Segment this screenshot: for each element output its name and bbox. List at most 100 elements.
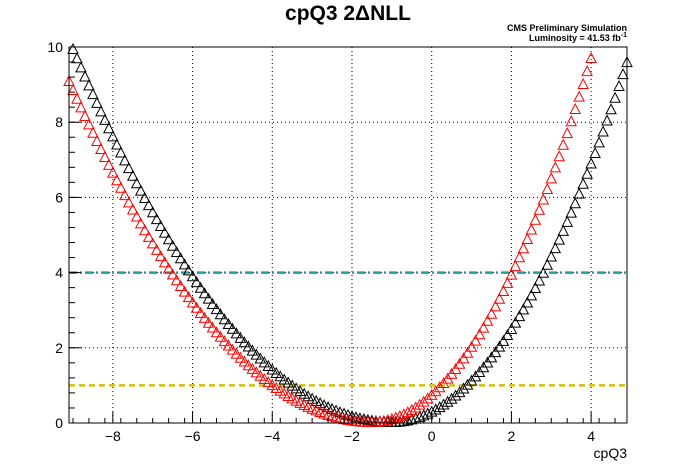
data-point — [75, 61, 87, 73]
data-point — [71, 52, 83, 64]
data-point — [150, 213, 163, 225]
data-point — [437, 398, 450, 410]
data-point — [246, 362, 259, 374]
data-point — [238, 336, 251, 348]
y-tick-label: 2 — [55, 340, 63, 356]
data-point — [497, 334, 510, 346]
data-point — [111, 138, 123, 150]
data-point — [258, 356, 271, 368]
data-point — [126, 169, 139, 181]
data-point — [577, 177, 589, 189]
data-point — [83, 79, 95, 91]
data-point — [158, 226, 171, 238]
x-tick-label: 2 — [508, 428, 516, 444]
data-point — [565, 115, 578, 127]
data-point — [405, 403, 418, 415]
data-point — [597, 125, 609, 137]
data-point — [99, 113, 111, 125]
data-point — [226, 322, 239, 334]
data-point — [573, 90, 585, 102]
data-point — [254, 369, 267, 381]
data-markers — [63, 42, 633, 427]
data-point — [234, 331, 247, 343]
data-point — [581, 167, 593, 179]
data-point — [95, 142, 107, 155]
data-point — [242, 359, 255, 371]
data-point — [166, 268, 179, 280]
data-point — [346, 414, 358, 426]
data-point — [266, 363, 279, 375]
data-point — [218, 335, 231, 347]
x-tick-label: −4 — [264, 428, 280, 444]
data-point — [382, 414, 394, 426]
data-point — [505, 268, 518, 280]
data-point — [178, 285, 191, 297]
data-point — [210, 326, 223, 338]
data-point — [513, 251, 526, 263]
data-point — [71, 92, 83, 104]
data-point — [589, 146, 601, 159]
data-point — [421, 407, 434, 419]
data-point — [569, 102, 582, 115]
luminosity-unit-superscript: -1 — [621, 32, 627, 39]
data-point — [234, 351, 247, 363]
data-point — [107, 130, 119, 142]
data-point — [501, 276, 514, 288]
data-point — [493, 340, 506, 352]
data-point — [122, 162, 135, 174]
data-point — [525, 289, 538, 301]
data-point — [242, 340, 255, 352]
data-point — [130, 210, 143, 222]
data-point — [521, 232, 534, 244]
data-point — [493, 292, 506, 304]
data-point — [278, 373, 291, 385]
data-point — [541, 182, 554, 195]
data-point — [557, 138, 570, 150]
data-point — [222, 317, 235, 330]
data-point — [565, 206, 578, 218]
data-point — [87, 126, 99, 138]
luminosity-text: Luminosity = 41.53 fb — [529, 33, 621, 43]
x-tick-label: −2 — [344, 428, 360, 444]
data-point — [174, 252, 187, 264]
data-point — [250, 366, 263, 378]
data-point — [91, 96, 103, 108]
data-point — [393, 415, 406, 427]
data-point — [425, 388, 438, 400]
data-point — [274, 370, 287, 382]
x-tick-label: 4 — [587, 428, 595, 444]
y-tick-label: 4 — [55, 265, 63, 281]
data-point — [613, 79, 625, 92]
x-tick-label: 0 — [428, 428, 436, 444]
data-point — [481, 314, 494, 326]
data-point — [103, 158, 115, 170]
cms-label: CMS Preliminary Simulation — [507, 23, 627, 33]
data-point — [142, 230, 155, 242]
data-point — [485, 307, 498, 319]
data-point — [154, 250, 167, 262]
data-point — [485, 351, 498, 363]
data-point — [230, 347, 243, 359]
data-point — [417, 395, 430, 407]
data-point — [517, 242, 530, 254]
data-point — [553, 150, 566, 162]
data-point — [537, 266, 550, 278]
data-point — [585, 51, 597, 64]
data-point — [445, 392, 458, 404]
data-point — [107, 166, 119, 178]
data-point — [142, 199, 155, 211]
reference-lines — [69, 271, 627, 387]
data-point — [541, 258, 554, 270]
data-point — [505, 322, 518, 334]
data-point — [134, 184, 147, 196]
data-point — [170, 274, 183, 286]
data-point — [198, 287, 211, 299]
data-point — [533, 203, 546, 215]
data-point — [162, 262, 175, 274]
data-point — [581, 65, 593, 77]
data-point — [222, 339, 235, 351]
data-point — [238, 355, 251, 367]
data-point — [605, 103, 617, 115]
data-point — [409, 401, 422, 413]
